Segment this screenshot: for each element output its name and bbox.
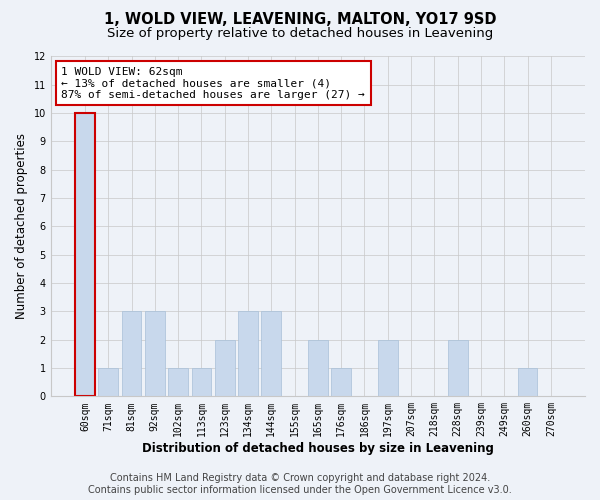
Bar — [122, 312, 142, 396]
Y-axis label: Number of detached properties: Number of detached properties — [15, 134, 28, 320]
Bar — [448, 340, 467, 396]
Bar — [145, 312, 165, 396]
Bar — [215, 340, 235, 396]
Text: 1, WOLD VIEW, LEAVENING, MALTON, YO17 9SD: 1, WOLD VIEW, LEAVENING, MALTON, YO17 9S… — [104, 12, 496, 28]
Bar — [378, 340, 398, 396]
Bar — [518, 368, 538, 396]
X-axis label: Distribution of detached houses by size in Leavening: Distribution of detached houses by size … — [142, 442, 494, 455]
Bar — [191, 368, 211, 396]
Bar — [75, 113, 95, 397]
Bar — [308, 340, 328, 396]
Text: Contains HM Land Registry data © Crown copyright and database right 2024.
Contai: Contains HM Land Registry data © Crown c… — [88, 474, 512, 495]
Bar — [98, 368, 118, 396]
Bar — [168, 368, 188, 396]
Text: Size of property relative to detached houses in Leavening: Size of property relative to detached ho… — [107, 28, 493, 40]
Bar — [262, 312, 281, 396]
Bar — [331, 368, 351, 396]
Bar — [238, 312, 258, 396]
Text: 1 WOLD VIEW: 62sqm
← 13% of detached houses are smaller (4)
87% of semi-detached: 1 WOLD VIEW: 62sqm ← 13% of detached hou… — [61, 66, 365, 100]
